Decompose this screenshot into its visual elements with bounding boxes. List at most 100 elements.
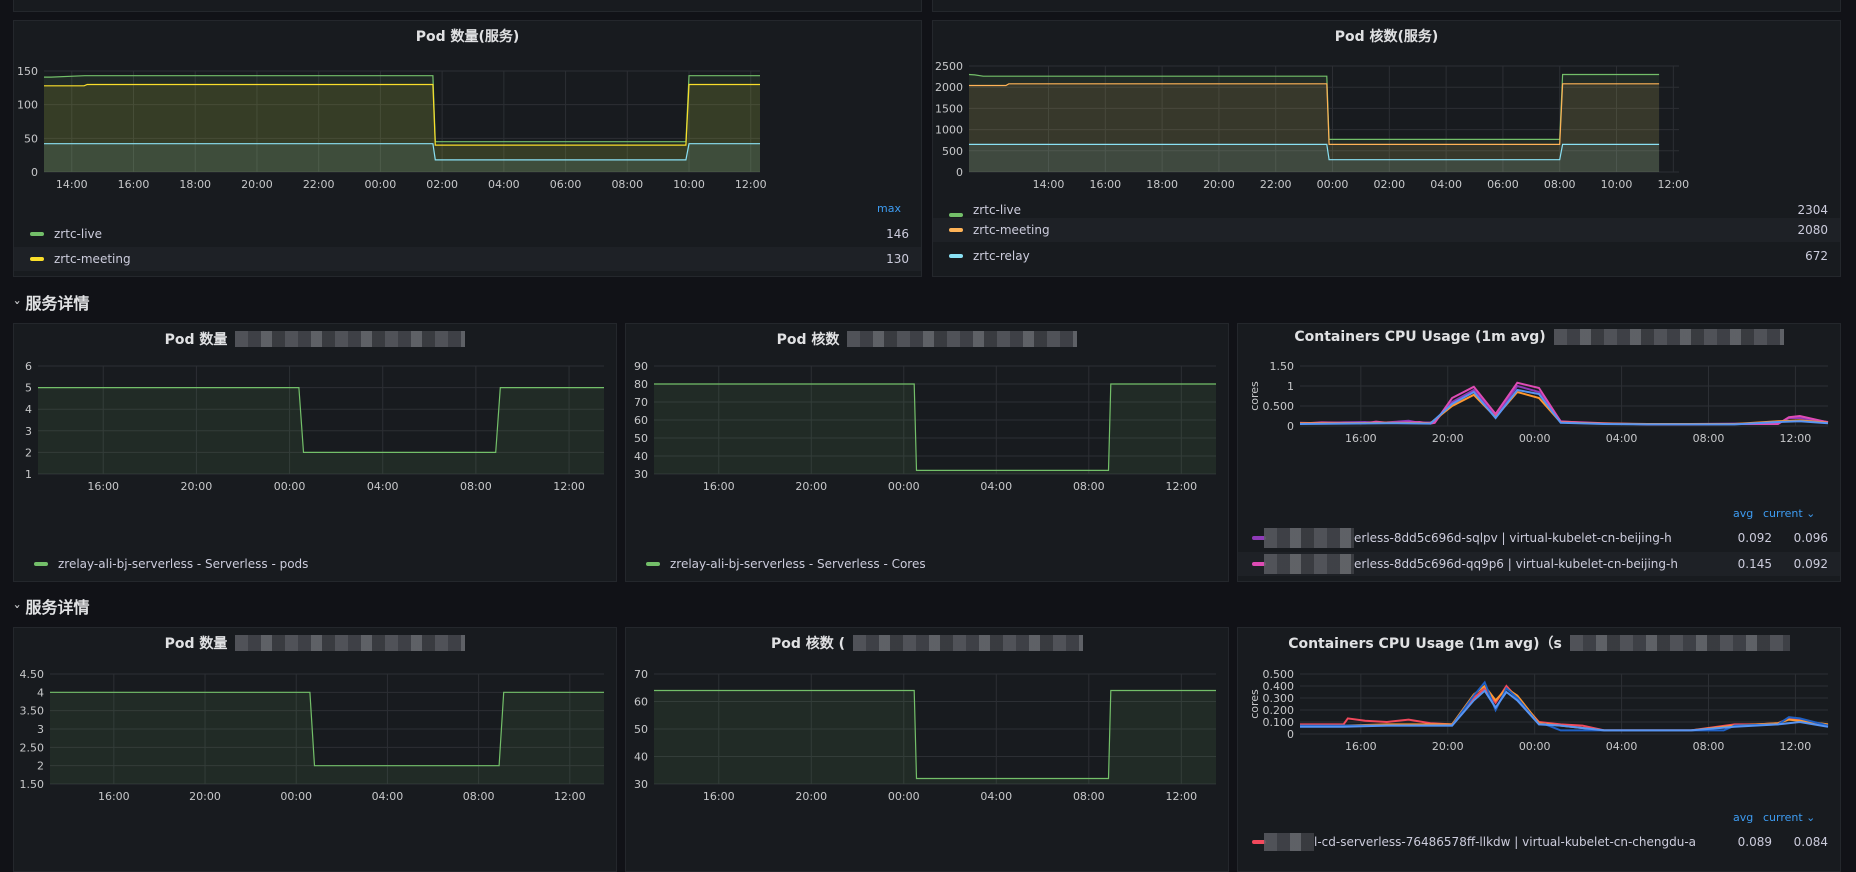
legend-label: zrtc-relay [973, 249, 1030, 263]
legend-item-zrtc-meeting[interactable]: zrtc-meeting 2080 [933, 218, 1840, 242]
x-tick-label: 16:00 [98, 790, 130, 803]
x-tick-label: 20:00 [181, 480, 213, 493]
panel-title[interactable]: Containers CPU Usage (1m avg) [1238, 329, 1840, 345]
panel-title[interactable]: Pod 核数(服务) [1334, 29, 1439, 45]
y-tick-label: 0.500 [1263, 400, 1295, 413]
legend-header-current[interactable]: current ⌄ [1763, 507, 1816, 520]
redacted-block [1264, 528, 1354, 548]
x-tick-label: 20:00 [1203, 178, 1235, 191]
panel-title[interactable]: Pod 核数 ( [626, 633, 1228, 653]
x-tick-label: 08:00 [611, 178, 643, 191]
legend-item-zrtc-live[interactable]: zrtc-live 2304 [933, 203, 1840, 217]
panel-title[interactable]: Pod 核数 [626, 329, 1228, 349]
legend-header-avg[interactable]: avg [1733, 811, 1754, 824]
series-line-1 [44, 83, 760, 146]
x-tick-label: 12:00 [554, 790, 586, 803]
series-line-3 [1299, 388, 1829, 426]
legend-avg: 0.092 [1737, 531, 1772, 545]
x-tick-label: 08:00 [1544, 178, 1576, 191]
y-tick-label: 1.50 [20, 778, 45, 791]
chevron-down-icon: › [10, 299, 24, 305]
legend-item-zrtc-meeting[interactable]: zrtc-meeting 130 [14, 247, 921, 271]
chart-pod-cores-2: 30 40 50 60 70 16:00 20:00 00:00 04:00 08:00 12:00 [634, 668, 1216, 803]
legend-item-container-1[interactable]: l-cd-serverless-76486578ff-llkdw | virtu… [1238, 830, 1840, 854]
legend-value: 2080 [1797, 223, 1828, 237]
legend-current: 0.096 [1793, 531, 1828, 545]
panel-top-right-partial [932, 0, 1841, 12]
panel-pod-cores-service: Pod 核数(服务) 0 500 1000 1500 2000 2500 14:00 16:0… [932, 20, 1841, 277]
x-tick-label: 00:00 [365, 178, 397, 191]
y-tick-label: 70 [634, 668, 648, 681]
panel-containers-cpu-usage-2: Containers CPU Usage (1m avg)（s 0 0.100 0.… [1237, 627, 1841, 872]
legend-item-pods[interactable]: zrelay-ali-bj-serverless - Serverless - … [14, 552, 616, 576]
y-tick-label: 0.100 [1263, 716, 1295, 729]
x-tick-label: 02:00 [426, 178, 458, 191]
x-tick-label: 06:00 [550, 178, 582, 191]
y-tick-label: 2000 [935, 81, 963, 94]
x-tick-label: 16:00 [1345, 740, 1377, 753]
legend-swatch [949, 213, 963, 217]
series-line-2 [1300, 680, 1829, 732]
x-tick-label: 04:00 [1606, 740, 1638, 753]
series-area-0 [654, 384, 1216, 474]
y-tick-label: 90 [634, 360, 648, 373]
legend-item-zrtc-live[interactable]: zrtc-live 146 [14, 222, 921, 246]
chart-containers-cpu-usage: 0 0.500 1 1.50 16:00 20:00 00:00 04:00 08:00 12:0… [1248, 360, 1829, 445]
y-tick-label: 40 [634, 751, 648, 764]
panel-title[interactable]: Pod 数量 [14, 633, 616, 653]
chart-pod-count-2: 1.50 2 2.50 3 3.50 4 4.50 16:00 20:00 00:00 04:00 0… [20, 668, 604, 803]
redacted-block [235, 635, 466, 651]
x-tick-label: 04:00 [367, 480, 399, 493]
panel-title[interactable]: Containers CPU Usage (1m avg)（s [1238, 633, 1840, 653]
legend-item-container-1[interactable]: erless-8dd5c696d-sqlpv | virtual-kubelet… [1238, 526, 1840, 550]
legend-header-current[interactable]: current ⌄ [1763, 811, 1816, 824]
section-row-service-details-1[interactable]: › 服务详情 [11, 290, 90, 314]
y-tick-label: 1000 [935, 124, 963, 137]
y-tick-label: 80 [634, 378, 648, 391]
y-tick-label: 0.500 [1263, 668, 1295, 681]
grid [1300, 365, 1828, 427]
series-area-2 [969, 144, 1660, 172]
y-tick-label: 2 [37, 760, 44, 773]
legend-current: 0.092 [1793, 557, 1828, 571]
legend-label: erless-8dd5c696d-sqlpv | virtual-kubelet… [1354, 531, 1672, 545]
legend-item-container-2[interactable]: erless-8dd5c696d-qq9p6 | virtual-kubelet… [1238, 552, 1840, 576]
legend-header-avg[interactable]: avg [1733, 507, 1754, 520]
chart-pod-cores: 30 40 50 60 70 80 90 16:00 20:00 00:00 04:00 08:00 1… [634, 360, 1216, 493]
legend-value: 146 [886, 227, 909, 241]
legend-avg: 0.089 [1737, 835, 1772, 849]
y-tick-label: 0 [956, 166, 963, 179]
legend-avg: 0.145 [1737, 557, 1772, 571]
legend-item-zrtc-relay[interactable]: zrtc-relay 672 [933, 244, 1840, 268]
y-tick-label: 60 [634, 414, 648, 427]
legend-value: 2304 [1797, 203, 1828, 217]
panel-title[interactable]: Pod 数量(服务) [415, 29, 520, 45]
legend-item-cores[interactable]: zrelay-ali-bj-serverless - Serverless - … [626, 552, 1228, 576]
x-tick-label: 18:00 [179, 178, 211, 191]
section-row-service-details-2[interactable]: › 服务详情 [11, 594, 90, 618]
x-tick-label: 00:00 [280, 790, 312, 803]
x-tick-label: 22:00 [303, 178, 335, 191]
x-tick-label: 00:00 [274, 480, 306, 493]
legend-swatch [949, 228, 963, 232]
y-tick-label: 4.50 [20, 668, 45, 681]
section-title: 服务详情 [25, 294, 90, 313]
redacted-block [1264, 554, 1354, 574]
x-tick-label: 16:00 [703, 790, 735, 803]
x-tick-label: 08:00 [1073, 790, 1105, 803]
panel-pod-count: Pod 数量 1 2 3 4 5 6 16:00 20:00 00:00 04:00 08:00 12… [13, 323, 617, 582]
x-tick-label: 00:00 [1519, 740, 1551, 753]
x-tick-label: 18:00 [1146, 178, 1178, 191]
x-tick-label: 14:00 [56, 178, 88, 191]
series-area-2 [44, 143, 760, 172]
chart-pod-count-service: 0 50 100 150 14:00 16:00 18:00 20:00 22:00 00:00 0… [17, 65, 767, 191]
x-tick-label: 20:00 [241, 178, 273, 191]
x-tick-label: 00:00 [888, 480, 920, 493]
x-tick-label: 14:00 [1033, 178, 1065, 191]
y-tick-label: 100 [17, 99, 38, 112]
legend-header-max[interactable]: max [877, 202, 901, 215]
panel-title[interactable]: Pod 数量 [14, 329, 616, 349]
x-tick-label: 20:00 [795, 790, 827, 803]
series-area-0 [50, 692, 604, 784]
